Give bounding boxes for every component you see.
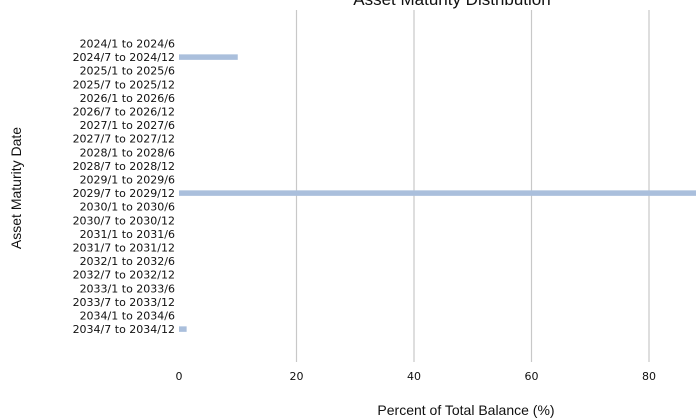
y-tick-label: 2024/7 to 2024/12	[73, 51, 175, 64]
y-tick-label: 2032/1 to 2032/6	[80, 255, 175, 268]
x-tick-label: 20	[290, 370, 304, 383]
x-tick-labels: 0 20 40 60 80	[176, 370, 657, 383]
bar	[179, 326, 187, 332]
y-tick-label: 2030/7 to 2030/12	[73, 214, 175, 227]
x-tick-label: 80	[642, 370, 656, 383]
y-tick-label: 2027/1 to 2027/6	[80, 119, 175, 132]
y-tick-label: 2034/7 to 2034/12	[73, 323, 175, 336]
gridlines	[295, 10, 650, 362]
y-tick-label: 2026/1 to 2026/6	[80, 92, 175, 105]
x-axis-title: Percent of Total Balance (%)	[377, 402, 554, 418]
y-tick-label: 2027/7 to 2027/12	[73, 133, 175, 146]
bar	[179, 54, 238, 60]
x-tick-label: 40	[407, 370, 421, 383]
y-tick-label: 2029/1 to 2029/6	[80, 174, 175, 187]
y-tick-label: 2026/7 to 2026/12	[73, 106, 175, 119]
y-tick-label: 2029/7 to 2029/12	[73, 187, 175, 200]
y-tick-label: 2033/1 to 2033/6	[80, 282, 175, 295]
y-tick-label: 2031/1 to 2031/6	[80, 228, 175, 241]
y-tick-label: 2032/7 to 2032/12	[73, 269, 175, 282]
y-tick-label: 2025/7 to 2025/12	[73, 78, 175, 91]
chart-title: Asset Maturity Distribution	[353, 0, 550, 9]
x-tick-label: 60	[525, 370, 539, 383]
y-tick-label: 2028/1 to 2028/6	[80, 146, 175, 159]
bar	[179, 190, 696, 196]
y-tick-label: 2033/7 to 2033/12	[73, 296, 175, 309]
y-tick-label: 2028/7 to 2028/12	[73, 160, 175, 173]
x-tick-label: 0	[176, 370, 183, 383]
y-axis-title: Asset Maturity Date	[8, 127, 24, 249]
bars	[179, 54, 696, 332]
y-tick-label: 2024/1 to 2024/6	[80, 38, 175, 51]
y-tick-label: 2031/7 to 2031/12	[73, 242, 175, 255]
y-tick-label: 2025/1 to 2025/6	[80, 65, 175, 78]
y-tick-label: 2034/1 to 2034/6	[80, 310, 175, 323]
y-tick-label: 2030/1 to 2030/6	[80, 201, 175, 214]
